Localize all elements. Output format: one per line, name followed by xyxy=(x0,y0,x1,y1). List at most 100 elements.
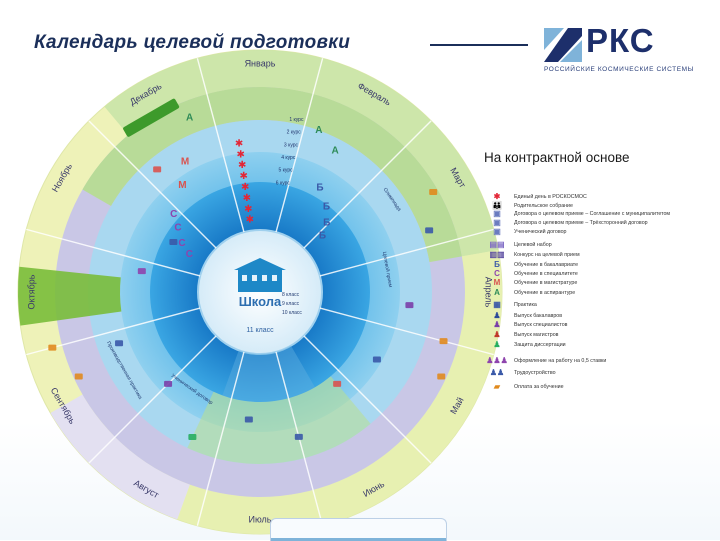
legend-item: М Обучение в магистратуре xyxy=(484,278,704,288)
legend-label: Выпуск специалистов xyxy=(514,322,568,328)
red-star-marker: ✱ xyxy=(246,215,254,226)
course-letter: А xyxy=(331,145,338,156)
activity-icon xyxy=(425,227,434,234)
legend-item: ♟ Защита диссертации xyxy=(484,340,704,350)
legend-label: Обучение в бакалавриате xyxy=(514,262,579,268)
activity-icon xyxy=(294,433,303,440)
legend-icon: 👪 xyxy=(492,201,502,210)
grade-11-label: 11 класс xyxy=(246,327,274,334)
school-roof xyxy=(234,258,286,270)
ring-outer-spring xyxy=(177,249,503,534)
practice-sector xyxy=(187,376,371,465)
ring-outer-summer xyxy=(50,394,190,520)
month-divider xyxy=(303,335,432,464)
course-letter: С xyxy=(170,209,177,220)
month-divider xyxy=(196,58,245,233)
legend-icon: ♟ xyxy=(493,340,501,349)
activity-icon xyxy=(48,344,57,351)
activity-icon xyxy=(429,189,438,195)
course-letter: М xyxy=(178,180,186,191)
legend-label: Защита диссертации xyxy=(514,342,566,348)
legend-label: Оформление на работу на 0,5 ставки xyxy=(514,358,607,364)
school-label: Школа xyxy=(239,294,282,309)
legend-label: Обучение в аспирантуре xyxy=(514,290,576,296)
school-building xyxy=(238,270,282,292)
school-window xyxy=(242,275,247,281)
legend-icon: ▣ xyxy=(493,218,501,227)
grade-label: 10 класс xyxy=(282,310,302,316)
activity-icon xyxy=(115,340,124,347)
legend-label: Оплата за обучение xyxy=(514,384,564,390)
month-divider xyxy=(26,228,201,277)
logo-mark-icon xyxy=(544,28,582,62)
month-divider xyxy=(88,120,217,249)
legend-icon: ♟♟♟ xyxy=(486,356,508,365)
legend-icon: ♟♟ xyxy=(489,368,505,377)
activity-icon xyxy=(153,166,162,173)
activity-icon xyxy=(439,338,448,345)
legend-item: ▰ Оплата за обучение xyxy=(484,382,704,392)
legend-item: А Обучение в аспирантуре xyxy=(484,288,704,298)
year-label: 1 курс xyxy=(289,117,304,123)
legend-item: ▤▤ Целевой набор xyxy=(484,240,704,250)
logo-subtext: РОССИЙСКИЕ КОСМИЧЕСКИЕ СИСТЕМЫ xyxy=(544,66,695,73)
legend-label: Единый день в РОСКОСМОС xyxy=(514,194,587,200)
activity-icon xyxy=(437,373,446,380)
course-letter: Б xyxy=(319,230,326,241)
legend-label: Выпуск бакалавров xyxy=(514,313,563,319)
month-divider xyxy=(319,228,494,277)
activity-icon xyxy=(164,380,173,387)
grade-label: 9 класс xyxy=(282,301,300,307)
activity-icon xyxy=(74,373,83,380)
legend-item: ▣ Договора о целевом приеме – Трёхсторонн… xyxy=(484,218,704,228)
legend-item: ✱ Единый день в РОСКОСМОС xyxy=(484,192,704,202)
legend-label: Договора о целевом приеме – Соглашение с… xyxy=(514,211,671,217)
september-green-band xyxy=(17,266,122,326)
legend-item: ▦ Практика xyxy=(484,300,704,310)
course-letter: Б xyxy=(323,202,330,213)
month-label: Январь xyxy=(245,58,276,68)
legend-label: Родительское собрание xyxy=(514,203,573,209)
title-rule xyxy=(430,44,528,46)
legend-label: Обучение в магистратуре xyxy=(514,280,578,286)
legend-label: Обучение в специалитете xyxy=(514,271,578,277)
legend-label: Ученический договор xyxy=(514,229,567,235)
page-title: Календарь целевой подготовки xyxy=(34,32,351,53)
activity-icon xyxy=(405,302,414,309)
legend-icon: ♟ xyxy=(493,311,501,320)
year-label: 4 курс xyxy=(281,155,296,161)
legend-icon: ▣ xyxy=(493,209,501,218)
legend-icon: ▥▥ xyxy=(489,250,505,259)
month-label: Апрель xyxy=(484,277,494,308)
ring-outer-green xyxy=(104,50,499,257)
subtitle: На контрактной основе xyxy=(484,150,630,165)
grade-label: 8 класс xyxy=(282,292,300,298)
course-letter: Б xyxy=(323,218,330,229)
red-star-marker: ✱ xyxy=(240,171,248,182)
course-letter: С xyxy=(174,223,181,234)
legend-icon: ▣ xyxy=(493,227,501,236)
graduation-banner xyxy=(123,98,180,137)
year-label: 2 курс xyxy=(287,130,302,136)
school-window xyxy=(262,275,267,281)
legend-icon: С xyxy=(494,269,500,278)
legend-item: ♟♟♟ Оформление на работу на 0,5 ставки xyxy=(484,356,704,366)
legend-label: Целевой набор xyxy=(514,242,552,248)
legend-item: ▣ Ученический договор xyxy=(484,227,704,237)
ring-lavender-green xyxy=(82,87,462,263)
legend-icon: ▰ xyxy=(493,382,501,391)
course-letter: С xyxy=(186,249,193,260)
month-divider xyxy=(303,120,432,249)
year-label: 5 курс xyxy=(279,168,294,174)
legend-item: ♟ Выпуск магистров xyxy=(484,330,704,340)
legend-label: Договора о целевом приеме – Трёхсторонни… xyxy=(514,220,648,226)
activity-icon xyxy=(169,239,178,245)
legend-icon: М xyxy=(493,278,501,287)
course-letter: С xyxy=(178,238,185,249)
year-label: 3 курс xyxy=(284,142,299,148)
legend-icon: ♟ xyxy=(493,330,501,339)
logo-text: РКС xyxy=(586,22,655,59)
month-divider xyxy=(319,307,494,356)
red-star-marker: ✱ xyxy=(241,182,249,193)
month-label: Октябрь xyxy=(26,274,36,309)
